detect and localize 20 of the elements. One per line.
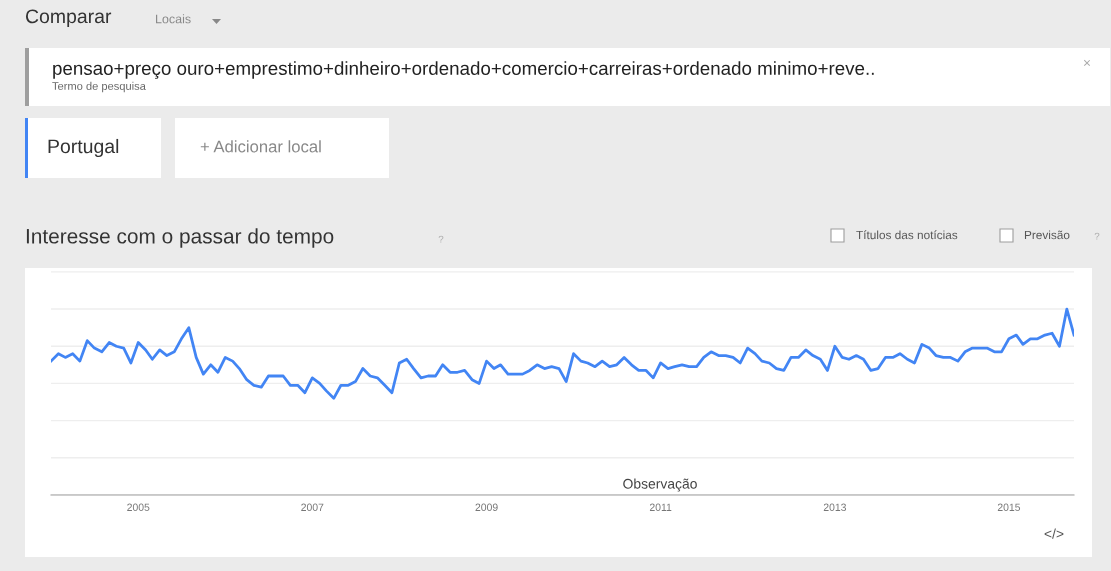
text: ? [438, 235, 444, 243]
text: </> [1044, 528, 1064, 539]
text: × [1083, 59, 1091, 67]
chart-title: Interesse com o passar do tempo [26, 228, 334, 248]
text: Previsão [1024, 230, 1070, 240]
text: ? [1094, 232, 1100, 240]
x-tick-label: 2005 [127, 503, 150, 511]
annotation: Observação [623, 478, 697, 492]
text: Termo de pesquisa [52, 81, 146, 93]
x-tick-label: 2009 [475, 503, 498, 511]
x-tick-label: 2015 [997, 503, 1021, 511]
text: Títulos das notícias [856, 230, 958, 240]
text: Locais [156, 14, 191, 24]
text: + Adicionar local [200, 140, 321, 153]
x-tick-label: 2013 [823, 503, 847, 511]
text: Comparar [25, 9, 112, 28]
x-tick-label: 2011 [649, 503, 672, 511]
text: pensao+preço ouro+emprestimo+dinheiro+ordenado+comercio+carreiras+ordenado minimo+reve.. [53, 61, 874, 79]
x-tick-label: 2007 [301, 503, 324, 511]
text: Portugal [48, 138, 119, 158]
